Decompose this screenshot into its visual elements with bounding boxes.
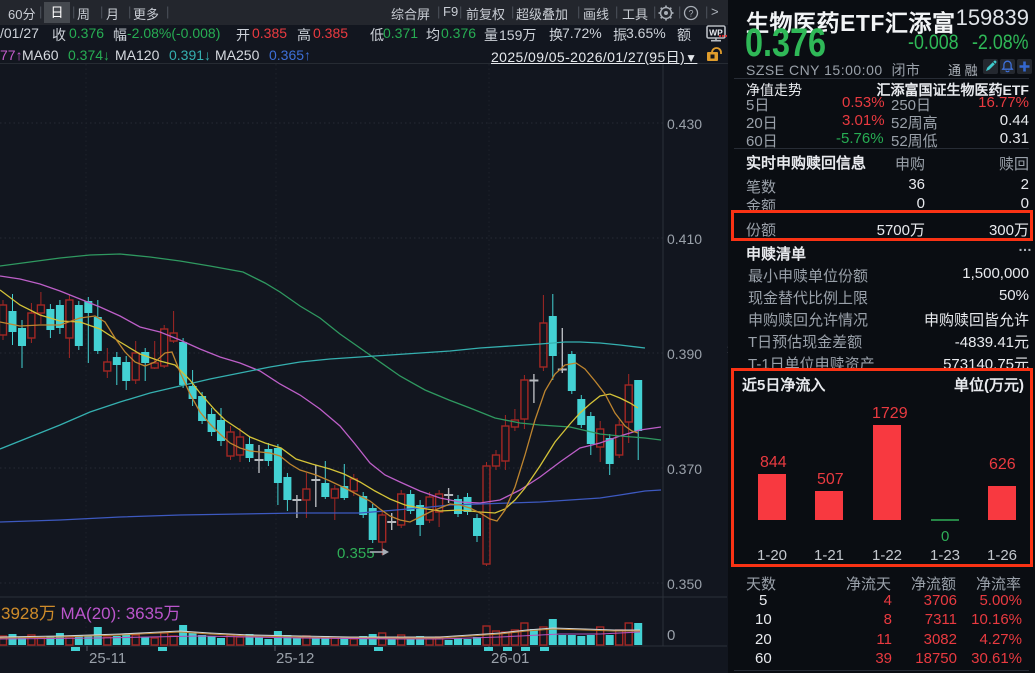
svg-text:WP: WP xyxy=(709,28,723,38)
svg-text:?: ? xyxy=(688,9,693,19)
